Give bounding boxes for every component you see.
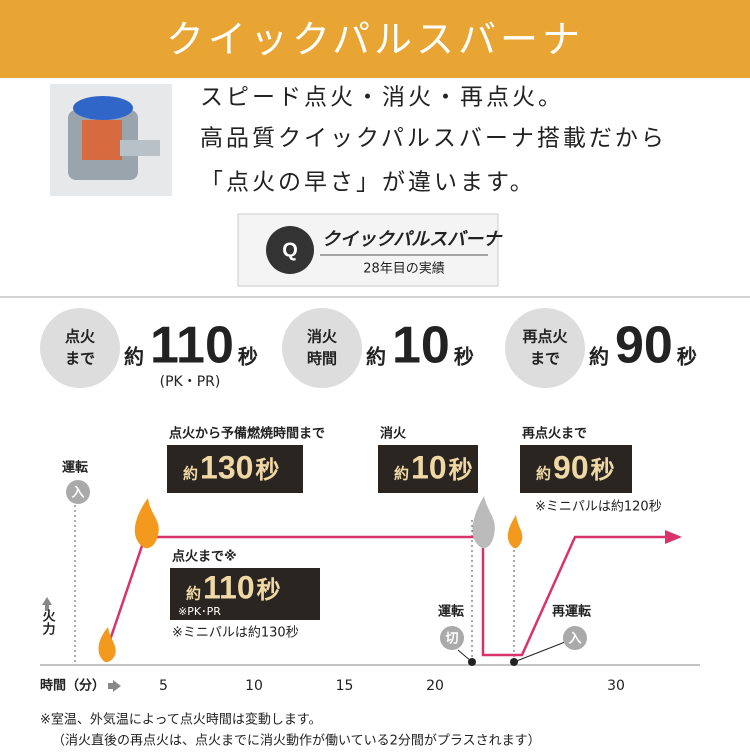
stat-value: 90 [615,317,673,375]
state: 入 [568,632,581,647]
x-tick-label: 15 [336,678,354,694]
callout-note: ※ミニパルは約120秒 [535,500,662,515]
off-label: 運転 [438,604,464,620]
stat-value: 110 [150,317,234,375]
y-label: 火力 [40,609,56,636]
callout-unit: 秒 [591,456,615,484]
callout-box [170,568,320,620]
callout-note: ※ミニパルは約130秒 [172,626,299,641]
x-tick-label: 30 [607,678,625,694]
callout-prefix: 約 [536,465,551,483]
callout-value: 10 [411,449,447,485]
footnote: ※室温、外気温によって点火時間は変動します。 [40,712,322,728]
stat-badge [282,308,362,388]
badge-name: クイックパルスバーナ [322,229,503,249]
stat-note: (PK・PR) [160,374,221,390]
callout-value: 130 [200,449,253,485]
callout-box [520,445,632,493]
callout-box [167,445,303,493]
x-tick-label: 20 [426,678,444,694]
stat-value: 10 [392,317,450,375]
callout-prefix: 約 [394,465,409,483]
state-badge [66,480,90,504]
stat-label: まで [65,350,95,368]
callout-sub: ※PK･PR [178,605,221,618]
intro-line: スピード点火・消火・再点火。 [200,85,564,111]
intro-line: 「点火の早さ」が違います。 [200,170,536,196]
svg-text:Q: Q [282,239,298,261]
state-badge [563,626,587,650]
callout-prefix: 約 [186,585,201,603]
x-tick-label: 5 [159,678,168,694]
badge: Q [237,213,499,287]
burner-image [50,84,172,196]
callout-value: 90 [553,449,589,485]
x-label: 時間（分） [40,678,105,694]
footnote: （消火直後の再点火は、点火までに消火動作が働いている2分間がプラスされます） [52,734,541,749]
stat-badge [505,308,585,388]
stat-unit: 秒 [454,345,474,369]
stat-prefix: 約 [366,345,386,369]
stat-prefix: 約 [589,345,609,369]
callout-caption: 点火から予備燃焼時間まで [169,426,325,442]
stat-label: 再点火 [522,328,568,346]
callout-caption: 消火 [380,426,407,442]
header-title: クイックパルスバーナ [166,18,584,62]
diagram [40,496,700,692]
stat-label: まで [530,350,560,368]
stat-prefix: 約 [124,345,144,369]
stat-label: 消火 [307,328,338,346]
restart-label: 再運転 [552,604,591,620]
callout-unit: 秒 [255,456,279,484]
callout-prefix: 約 [183,465,198,483]
stat-label: 点火 [65,328,96,346]
header-bar [0,0,750,78]
callout-unit: 秒 [257,576,281,604]
x-tick-label: 10 [245,678,263,694]
stat-unit: 秒 [677,345,697,369]
callout-value: 110 [203,569,255,605]
callout-unit: 秒 [449,456,473,484]
intro-line: 高品質クイックパルスバーナ搭載だから [200,126,667,152]
callout-caption: 点火まで※ [172,549,237,565]
stat-badge [40,308,120,388]
state-badge [440,626,464,650]
state: 入 [71,486,84,501]
callout-caption: 再点火まで [522,426,587,442]
power-label: 運転 [62,460,88,476]
stat-label: 時間 [307,350,337,368]
badge-subtitle: 28年目の実績 [363,261,445,277]
callout-box [378,445,478,493]
state: 切 [445,632,458,647]
stat-unit: 秒 [238,345,258,369]
